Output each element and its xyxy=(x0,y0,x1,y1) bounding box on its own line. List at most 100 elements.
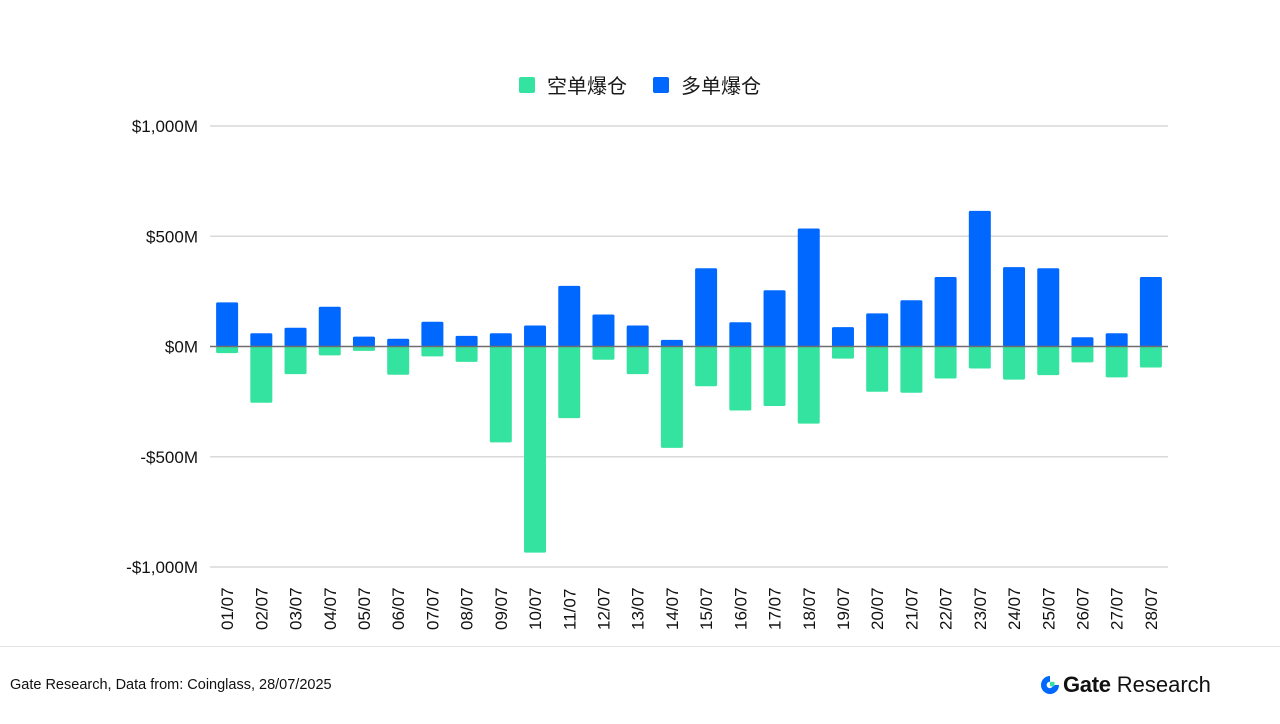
bar-short-09-07 xyxy=(489,346,512,443)
bar-long-20-07 xyxy=(866,313,889,347)
bar-short-23-07 xyxy=(968,346,991,369)
bar-short-16-07 xyxy=(729,346,752,411)
bar-long-09-07 xyxy=(489,333,512,347)
bar-short-20-07 xyxy=(866,346,889,392)
x-tick-label: 16/07 xyxy=(731,587,750,630)
liquidation-chart: $1,000M $500M $0M -$500M -$1,000M 01/07 02/07… xyxy=(126,117,1168,630)
bar-long-25-07 xyxy=(1037,268,1060,347)
bar-short-24-07 xyxy=(1003,346,1026,380)
y-axis-ticks: $1,000M $500M $0M -$500M -$1,000M xyxy=(126,117,198,577)
bar-short-26-07 xyxy=(1071,346,1094,363)
bar-short-14-07 xyxy=(660,346,683,448)
brand-logo: Gate Research xyxy=(1039,672,1211,698)
bar-short-05-07 xyxy=(352,346,375,351)
bars-layer xyxy=(216,210,1162,553)
bar-short-06-07 xyxy=(387,346,410,375)
chart-legend: 空单爆仓 多单爆仓 xyxy=(0,70,1280,99)
x-tick-label: 28/07 xyxy=(1142,587,1161,630)
x-tick-label: 13/07 xyxy=(629,587,648,630)
bar-long-23-07 xyxy=(968,210,991,347)
bar-long-02-07 xyxy=(250,333,273,347)
bar-long-11-07 xyxy=(558,285,581,347)
bar-long-04-07 xyxy=(318,306,341,347)
y-tick-label: $0M xyxy=(165,338,198,357)
bar-short-28-07 xyxy=(1139,346,1162,368)
x-axis-ticks: 01/07 02/07 03/07 04/07 05/07 06/07 07/07 08/07… xyxy=(218,587,1161,630)
x-tick-label: 09/07 xyxy=(492,587,511,630)
bar-long-03-07 xyxy=(284,327,307,347)
legend-label-long: 多单爆仓 xyxy=(681,74,761,98)
bar-long-16-07 xyxy=(729,322,752,347)
y-tick-label: $500M xyxy=(146,227,198,246)
bar-long-08-07 xyxy=(455,335,478,347)
x-tick-label: 20/07 xyxy=(868,587,887,630)
bar-long-06-07 xyxy=(387,338,410,347)
footer-divider xyxy=(0,646,1280,647)
x-tick-label: 18/07 xyxy=(800,587,819,630)
x-tick-label: 22/07 xyxy=(937,587,956,630)
bar-long-01-07 xyxy=(216,302,239,347)
bar-short-15-07 xyxy=(695,346,718,387)
bar-short-07-07 xyxy=(421,346,444,357)
bar-short-13-07 xyxy=(626,346,649,375)
bar-long-12-07 xyxy=(592,314,615,347)
bar-long-15-07 xyxy=(695,268,718,347)
x-tick-label: 05/07 xyxy=(355,587,374,630)
x-tick-label: 02/07 xyxy=(252,587,271,630)
x-tick-label: 11/07 xyxy=(560,589,579,630)
x-tick-label: 12/07 xyxy=(594,587,613,630)
bar-long-27-07 xyxy=(1105,333,1128,347)
x-tick-label: 03/07 xyxy=(287,587,306,630)
bar-short-17-07 xyxy=(763,346,786,407)
y-tick-label: -$500M xyxy=(140,448,198,467)
x-tick-label: 08/07 xyxy=(458,587,477,630)
x-tick-label: 21/07 xyxy=(902,587,921,630)
bar-long-24-07 xyxy=(1003,267,1026,347)
brand-suffix: Research xyxy=(1116,672,1211,697)
x-tick-label: 14/07 xyxy=(663,587,682,630)
x-tick-label: 01/07 xyxy=(218,587,237,630)
x-tick-label: 10/07 xyxy=(526,587,545,630)
x-tick-label: 27/07 xyxy=(1108,587,1127,630)
bar-long-18-07 xyxy=(797,228,820,347)
gate-logo-icon xyxy=(1041,676,1059,694)
bar-short-21-07 xyxy=(900,346,923,393)
bar-long-17-07 xyxy=(763,290,786,347)
bar-short-10-07 xyxy=(524,346,547,553)
bar-long-21-07 xyxy=(900,300,923,347)
legend-swatch-long xyxy=(653,76,669,93)
x-tick-label: 06/07 xyxy=(389,587,408,630)
legend-swatch-short xyxy=(519,76,535,93)
bar-short-22-07 xyxy=(934,346,957,379)
x-tick-label: 07/07 xyxy=(423,587,442,630)
bar-short-02-07 xyxy=(250,346,273,403)
bar-short-25-07 xyxy=(1037,346,1060,376)
bar-long-14-07 xyxy=(660,339,683,347)
bar-long-22-07 xyxy=(934,277,957,347)
x-tick-label: 25/07 xyxy=(1039,587,1058,630)
bar-short-19-07 xyxy=(831,346,854,359)
bar-short-03-07 xyxy=(284,346,307,375)
bar-short-01-07 xyxy=(216,346,239,354)
legend-item-short: 空单爆仓 xyxy=(519,70,627,99)
x-tick-label: 23/07 xyxy=(971,587,990,630)
bar-long-28-07 xyxy=(1139,277,1162,347)
x-tick-label: 17/07 xyxy=(766,587,785,630)
x-tick-label: 04/07 xyxy=(321,587,340,630)
bar-long-26-07 xyxy=(1071,337,1094,347)
bar-short-12-07 xyxy=(592,346,615,360)
brand-name: Gate xyxy=(1063,672,1111,697)
legend-item-long: 多单爆仓 xyxy=(653,70,761,99)
bar-short-04-07 xyxy=(318,346,341,356)
x-tick-label: 15/07 xyxy=(697,587,716,630)
source-note: Gate Research, Data from: Coinglass, 28/… xyxy=(10,677,332,693)
y-tick-label: $1,000M xyxy=(132,117,198,136)
bar-short-11-07 xyxy=(558,346,581,419)
bar-long-07-07 xyxy=(421,321,444,347)
bar-long-05-07 xyxy=(352,336,375,347)
x-tick-label: 26/07 xyxy=(1073,587,1092,630)
bar-long-10-07 xyxy=(524,325,547,347)
bar-long-13-07 xyxy=(626,325,649,347)
grid-layer xyxy=(210,125,1168,568)
bar-short-08-07 xyxy=(455,346,478,362)
